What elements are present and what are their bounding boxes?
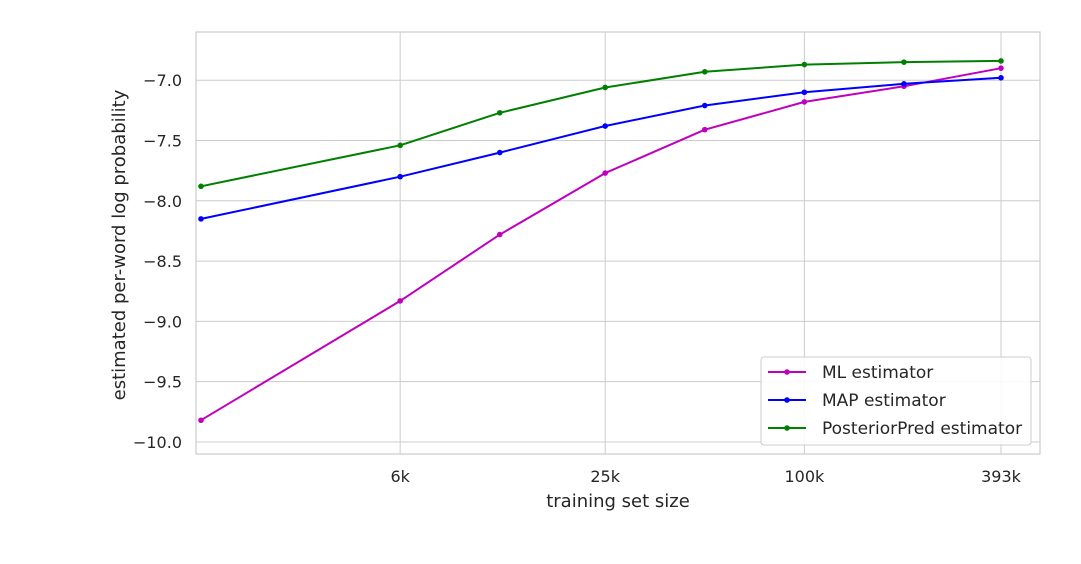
x-tick-labels: 6k 25k 100k 393k [390, 467, 1021, 486]
data-point-ml [198, 417, 204, 424]
data-point-ml [602, 170, 609, 176]
data-point-ml [701, 126, 708, 133]
data-point-posteriorpred [198, 183, 204, 190]
y-axis-label: estimated per-word log probability [109, 89, 130, 400]
x-tick-label: 25k [590, 467, 620, 486]
y-tick-label: −7.0 [143, 71, 182, 90]
data-point-posteriorpred [901, 59, 907, 65]
series-line-posteriorpred [200, 59, 1002, 188]
legend-entry-posteriorpred: PosteriorPred estimator [768, 419, 1022, 439]
data-point-map [397, 173, 403, 180]
data-point-posteriorpred [701, 68, 708, 75]
series-line-map [200, 76, 1002, 220]
x-tick-label: 6k [390, 467, 410, 486]
data-point-map [198, 216, 204, 222]
data-point-map [901, 81, 907, 87]
legend-box [760, 356, 1032, 446]
y-tick-label: −8.0 [143, 192, 182, 211]
y-tick-label: −9.5 [143, 373, 182, 392]
data-point-map [602, 123, 609, 129]
data-point-map [496, 149, 503, 156]
series-line-ml [200, 67, 1002, 422]
data-point-ml [496, 231, 503, 238]
data-point-posteriorpred [602, 84, 609, 91]
data-series [198, 58, 1004, 424]
x-tick-label: 100k [784, 467, 825, 486]
data-point-posteriorpred [397, 142, 403, 149]
legend-entry-map: MAP estimator [768, 391, 946, 411]
y-tick-label: −8.5 [143, 252, 182, 271]
data-point-map [801, 89, 808, 96]
legend-label-ml: ML estimator [822, 363, 933, 383]
legend-label-map: MAP estimator [822, 391, 946, 411]
y-tick-label: −7.5 [143, 132, 182, 151]
data-point-map [701, 102, 708, 109]
data-point-ml [397, 298, 403, 304]
legend-marker-map [784, 397, 790, 403]
legend-label-posteriorpred: PosteriorPred estimator [822, 419, 1022, 439]
legend-marker-ml [784, 369, 790, 375]
legend: ML estimator MAP estimator PosteriorPred… [760, 356, 1032, 446]
series-map [198, 75, 1004, 222]
data-point-posteriorpred [801, 61, 808, 68]
legend-entry-ml: ML estimator [768, 363, 933, 383]
y-tick-label: −9.0 [143, 312, 182, 331]
y-tick-labels: −10.0 −9.5 −9.0 −8.5 −8.0 −7.5 −7.0 [133, 71, 182, 452]
series-posteriorpred [198, 58, 1004, 190]
data-point-posteriorpred [496, 109, 503, 116]
y-tick-label: −10.0 [133, 433, 182, 452]
plot-frame [195, 31, 1041, 455]
data-point-map [998, 75, 1004, 81]
data-point-ml [998, 65, 1004, 71]
x-axis-label: training set size [546, 491, 690, 512]
x-tick-label: 393k [981, 467, 1022, 486]
data-point-ml [801, 99, 808, 105]
legend-marker-posteriorpred [784, 425, 790, 431]
data-point-posteriorpred [998, 58, 1004, 64]
series-ml [198, 65, 1004, 424]
